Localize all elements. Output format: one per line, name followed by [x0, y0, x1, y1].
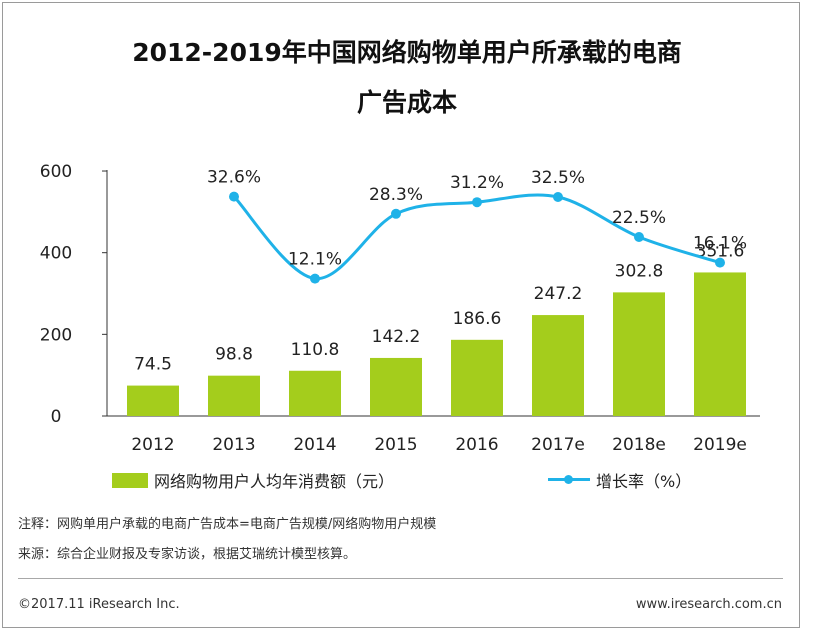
chart-title-line-1: 2012-2019年中国网络购物单用户所承载的电商: [132, 38, 682, 67]
chart-plot: 0 200 400 600 74.5 2012 98.8 2013 110.8 2014 142.2…: [40, 162, 760, 455]
growth-rate-label: 12.1%: [288, 250, 342, 270]
bar: [613, 292, 665, 416]
x-tick-label: 2016: [455, 435, 498, 455]
bar-value-label: 110.8: [291, 340, 340, 360]
y-tick-label: 600: [40, 162, 72, 182]
chart-frame: [2, 2, 800, 628]
growth-rate-label: 32.6%: [207, 168, 261, 188]
bar-value-label: 142.2: [372, 327, 421, 347]
bar: [694, 272, 746, 416]
chart-source: 来源：综合企业财报及专家访谈，根据艾瑞统计模型核算。: [18, 547, 357, 562]
bar-value-label: 247.2: [534, 284, 583, 304]
bar: [289, 370, 341, 416]
legend-bar-label: 网络购物用户人均年消费额（元）: [154, 472, 395, 491]
bar-value-label: 302.8: [615, 261, 664, 281]
y-tick-label: 0: [51, 407, 62, 427]
chart-note: 注释：网购单用户承载的电商广告成本=电商广告规模/网络购物用户规模: [18, 517, 437, 532]
x-tick-label: 2014: [293, 435, 336, 455]
bar-value-label: 186.6: [453, 309, 502, 329]
growth-rate-point: [553, 192, 563, 202]
growth-rate-point: [634, 232, 644, 242]
footer-copyright: ©2017.11 iResearch Inc.: [18, 597, 180, 612]
x-tick-label: 2017e: [531, 435, 585, 455]
growth-rate-label: 16.1%: [693, 234, 747, 254]
legend-bar-swatch: [112, 472, 148, 488]
growth-rate-point: [391, 208, 401, 219]
y-tick-label: 400: [40, 244, 72, 264]
x-tick-label: 2012: [131, 435, 174, 455]
legend-line-swatch: [548, 472, 590, 488]
legend-line-series: 增长率（%）: [548, 468, 691, 492]
x-tick-label: 2019e: [693, 435, 747, 455]
growth-rate-point: [310, 273, 320, 284]
growth-rate-label: 31.2%: [450, 173, 504, 193]
footer-divider: [18, 578, 783, 579]
growth-rate-point: [229, 191, 239, 202]
footer-website: www.iresearch.com.cn: [635, 597, 782, 612]
x-tick-label: 2015: [374, 435, 417, 455]
bar: [451, 339, 503, 416]
y-tick-label: 200: [40, 325, 72, 345]
bar: [370, 357, 422, 416]
bar: [208, 375, 260, 416]
x-tick-label: 2018e: [612, 435, 666, 455]
bar-value-label: 74.5: [134, 355, 172, 375]
bar-value-label: 351.6: [696, 241, 745, 261]
legend-line-label: 增长率（%）: [596, 472, 692, 491]
chart-title-line-2: 广告成本: [356, 88, 457, 117]
growth-rate-label: 32.5%: [531, 168, 585, 188]
growth-rate-point: [715, 257, 725, 268]
growth-rate-point: [472, 197, 482, 208]
legend-bar-series: 网络购物用户人均年消费额（元）: [112, 468, 394, 492]
growth-rate-label: 28.3%: [369, 185, 423, 205]
bar-value-label: 98.8: [215, 345, 253, 365]
bar: [532, 315, 584, 416]
x-tick-label: 2013: [212, 435, 255, 455]
growth-rate-label: 22.5%: [612, 208, 666, 228]
bar: [127, 385, 179, 416]
